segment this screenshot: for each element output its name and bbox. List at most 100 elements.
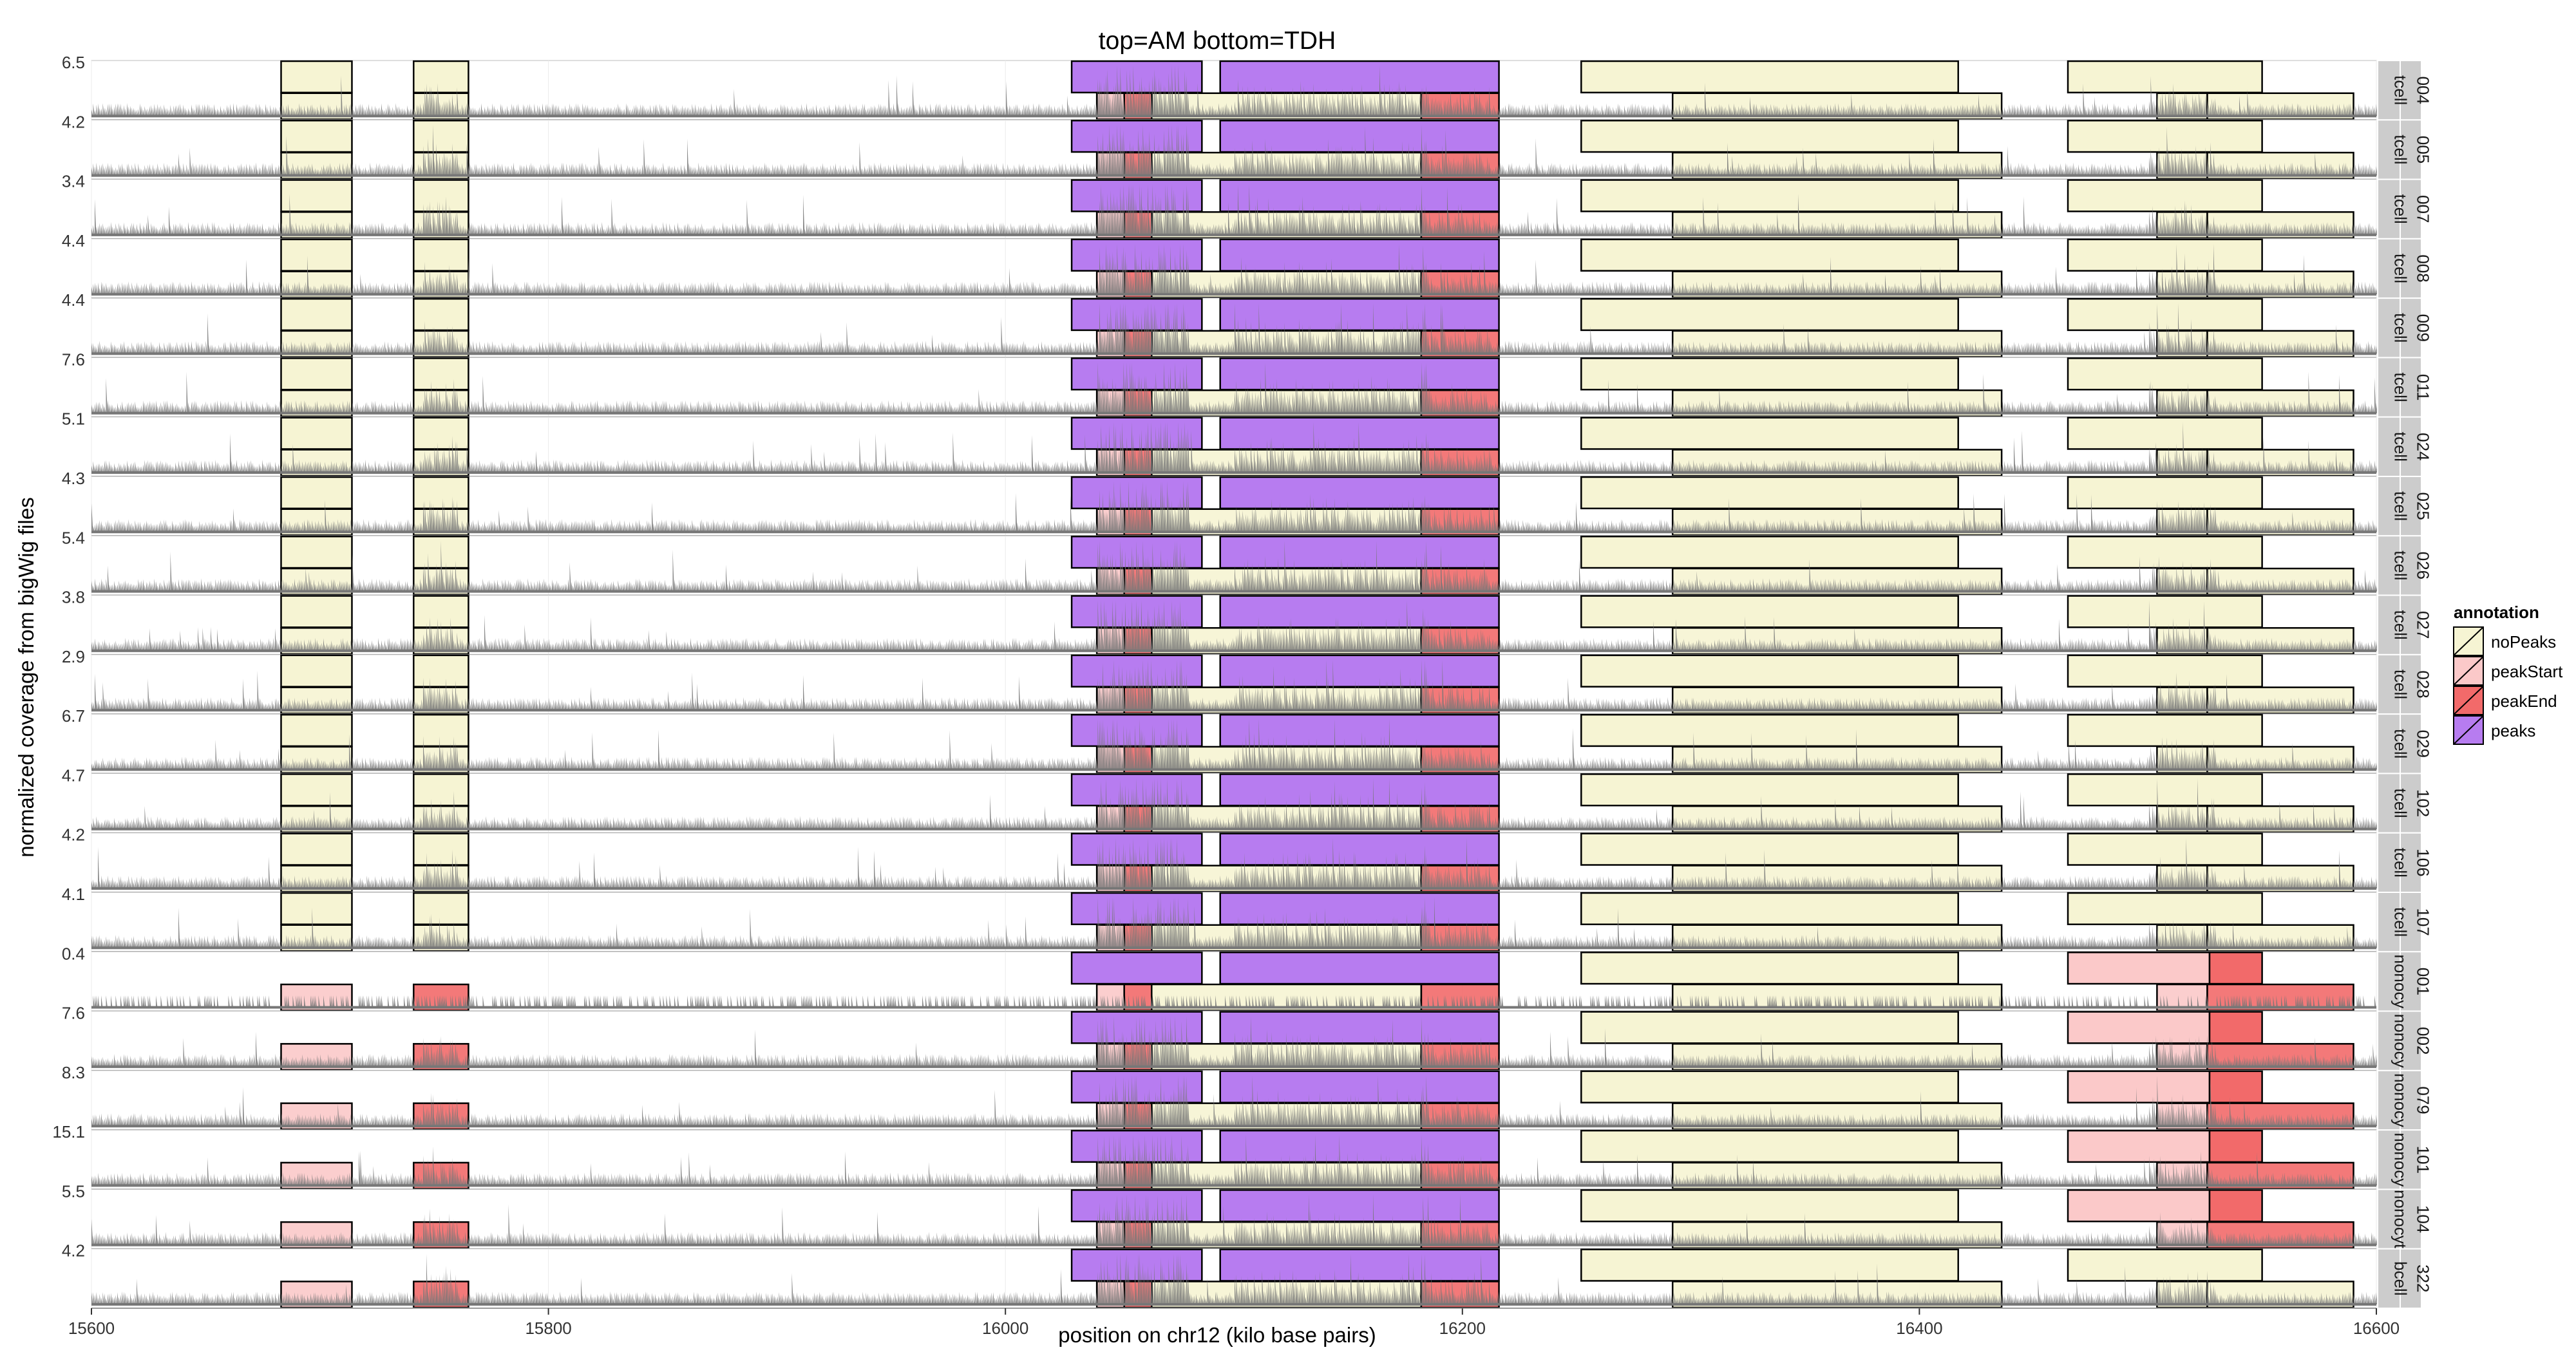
annotation-noPeaks-top xyxy=(280,417,353,450)
annotation-noPeaks-top xyxy=(280,536,353,569)
annotation-peaks-top xyxy=(1219,952,1500,985)
annotation-noPeaks-top xyxy=(280,238,353,272)
annotation-peaks-top xyxy=(1219,120,1500,153)
annotation-noPeaks-top xyxy=(280,595,353,628)
annotation-noPeaks-top xyxy=(413,595,469,628)
coverage-signal xyxy=(91,1135,2378,1186)
panel-079: 8.3 nonocy 079 xyxy=(62,1063,2433,1131)
strip-sample-id: 001 xyxy=(2414,968,2433,995)
strip-cell-type: tcell xyxy=(2391,610,2410,640)
coverage-signal xyxy=(91,243,2378,295)
annotation-noPeaks-top xyxy=(1580,952,1959,985)
strip-cell-type: tcell xyxy=(2391,550,2410,580)
annotation-peakStart-top xyxy=(2067,1189,2211,1223)
annotation-noPeaks-top xyxy=(2067,1248,2263,1282)
strip-sample-id: 027 xyxy=(2414,611,2433,639)
strip-cell-type: tcell xyxy=(2391,491,2410,521)
legend-key-diagonal xyxy=(2453,656,2484,686)
annotation-peaks-top xyxy=(1070,952,1203,985)
annotation-peaks-top xyxy=(1219,357,1500,391)
annotation-noPeaks-top xyxy=(280,832,353,866)
coverage-signal xyxy=(91,184,2378,235)
panel-025: 4.3 tcell 025 xyxy=(62,469,2433,537)
annotation-noPeaks-top xyxy=(1580,713,1959,747)
annotation-noPeaks-top xyxy=(1580,892,1959,926)
annotation-peaks-top xyxy=(1219,1189,1500,1223)
y-max-label: 4.2 xyxy=(62,112,85,131)
annotation-noPeaks-top xyxy=(2067,238,2263,272)
y-max-label: 15.1 xyxy=(52,1122,85,1141)
x-tick-label: 16400 xyxy=(1896,1319,1942,1338)
y-max-label: 5.5 xyxy=(62,1181,85,1201)
coverage-signal xyxy=(91,778,2378,829)
annotation-noPeaks-top xyxy=(413,60,469,94)
strip-cell-type: tcell xyxy=(2391,254,2410,283)
annotation-noPeaks-top xyxy=(1580,595,1959,628)
annotation-peaks-top xyxy=(1070,1248,1203,1282)
strip-cell-type: tcell xyxy=(2391,432,2410,462)
annotation-peaks-top xyxy=(1219,536,1500,569)
strip-sample-id: 024 xyxy=(2414,433,2433,460)
annotation-peaks-top xyxy=(1219,1011,1500,1044)
panel-024: 5.1 tcell 024 xyxy=(62,409,2433,478)
strip-sample-id: 008 xyxy=(2414,254,2433,282)
strip-cell-type: tcell xyxy=(2391,194,2410,224)
annotation-noPeaks-top xyxy=(1580,654,1959,688)
annotation-peaks-top xyxy=(1219,1248,1500,1282)
panel-106: 4.2 tcell 106 xyxy=(62,825,2433,893)
strip-cell-type: nonocy xyxy=(2391,1014,2410,1068)
x-tick-label: 16200 xyxy=(1439,1319,1486,1338)
strip-sample-id: 107 xyxy=(2414,908,2433,935)
annotation-peaks-top xyxy=(1070,1189,1203,1223)
strip-sample-id: 025 xyxy=(2414,492,2433,520)
y-max-label: 6.5 xyxy=(62,53,85,72)
annotation-peaks-top xyxy=(1219,1070,1500,1103)
coverage-signal xyxy=(91,1075,2378,1127)
annotation-noPeaks-top xyxy=(1580,1129,1959,1163)
strip-sample-id: 007 xyxy=(2414,195,2433,223)
strip-sample-id: 009 xyxy=(2414,314,2433,342)
panel-102: 4.7 tcell 102 xyxy=(62,765,2433,834)
chart-title: top=AM bottom=TDH xyxy=(1099,27,1336,55)
annotation-noPeaks-top xyxy=(280,357,353,391)
annotation-noPeaks-top xyxy=(2067,357,2263,391)
coverage-signal xyxy=(91,125,2378,176)
strip-cell-type: tcell xyxy=(2391,372,2410,402)
y-max-label: 4.3 xyxy=(62,469,85,488)
annotation-noPeaks-top xyxy=(280,773,353,807)
coverage-signal xyxy=(91,541,2378,592)
coverage-signal xyxy=(91,422,2378,473)
y-max-label: 0.4 xyxy=(62,944,85,963)
strip-cell-type: tcell xyxy=(2391,135,2410,164)
coverage-signal xyxy=(91,1194,2378,1245)
annotation-peakEnd-top xyxy=(2208,952,2263,985)
annotation-noPeaks-top xyxy=(2067,713,2263,747)
annotation-noPeaks-top xyxy=(280,60,353,94)
strip-sample-id: 028 xyxy=(2414,670,2433,698)
annotation-peakStart-top xyxy=(2067,1129,2211,1163)
coverage-signal xyxy=(91,65,2378,117)
x-axis-title: position on chr12 (kilo base pairs) xyxy=(1058,1323,1376,1347)
coverage-signal xyxy=(91,1253,2378,1304)
y-max-label: 8.3 xyxy=(62,1063,85,1082)
coverage-signal xyxy=(91,659,2378,711)
coverage-signal xyxy=(91,995,2378,1008)
annotation-noPeaks-top xyxy=(280,120,353,153)
panel-026: 5.4 tcell 026 xyxy=(62,528,2433,596)
annotation-peaks-top xyxy=(1219,476,1500,510)
coverage-signal xyxy=(91,719,2378,770)
annotation-peaks-top xyxy=(1219,417,1500,450)
strip-sample-id: 011 xyxy=(2414,374,2433,400)
strip-cell-type: nonocy xyxy=(2391,1132,2410,1187)
y-max-label: 7.6 xyxy=(62,350,85,369)
strip-sample-id: 101 xyxy=(2414,1146,2433,1174)
annotation-noPeaks-top xyxy=(413,357,469,391)
strip-sample-id: 102 xyxy=(2414,789,2433,817)
strip-cell-type: tcell xyxy=(2391,848,2410,878)
annotation-noPeaks-top xyxy=(2067,654,2263,688)
annotation-peakEnd-top xyxy=(2208,1011,2263,1044)
annotation-peaks-top xyxy=(1070,654,1203,688)
annotation-peakStart-top xyxy=(2067,1070,2211,1103)
annotation-noPeaks-top xyxy=(1580,476,1959,510)
annotation-noPeaks-top xyxy=(413,238,469,272)
